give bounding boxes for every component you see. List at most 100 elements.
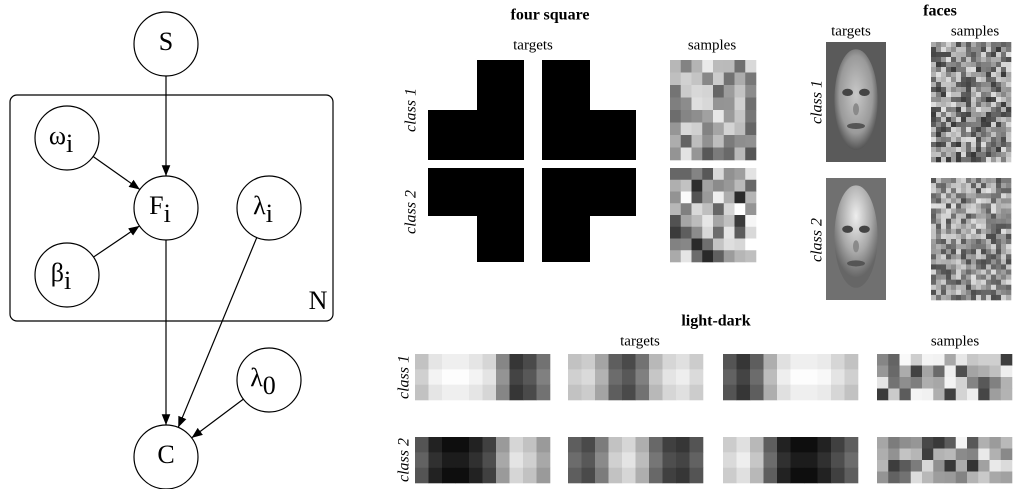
pixel <box>941 259 946 264</box>
pixel <box>941 295 946 300</box>
pixel <box>961 295 966 300</box>
pixel <box>1001 57 1006 62</box>
pixel <box>609 369 623 385</box>
pixel <box>961 244 966 249</box>
pixel <box>456 468 470 484</box>
pixel <box>936 229 941 234</box>
pixel <box>981 259 986 264</box>
pixel <box>1001 239 1006 244</box>
pixel <box>483 437 497 453</box>
pixel <box>967 366 979 378</box>
pixel <box>1001 285 1006 290</box>
panels-light_dark-targets: targets <box>620 333 660 349</box>
pixel <box>818 369 832 385</box>
pixel <box>996 229 1001 234</box>
pixel <box>791 437 805 453</box>
pixel <box>956 107 961 112</box>
pixel <box>956 188 961 193</box>
pixel <box>981 107 986 112</box>
pixel <box>986 275 991 280</box>
pixel <box>971 147 976 152</box>
pixel <box>976 82 981 87</box>
pixel <box>976 203 981 208</box>
pixel <box>986 72 991 77</box>
pixel <box>1006 107 1011 112</box>
pixel <box>981 67 986 72</box>
plate-label: N <box>309 286 328 315</box>
pixel <box>966 183 971 188</box>
pixel <box>510 369 524 385</box>
pixel <box>1001 102 1006 107</box>
pixel <box>990 377 1002 389</box>
pixel <box>724 135 735 148</box>
pixel <box>1001 117 1006 122</box>
pixel <box>956 193 961 198</box>
pixel <box>961 183 966 188</box>
pixel <box>931 132 936 137</box>
pixel <box>976 152 981 157</box>
eye <box>859 226 870 233</box>
face <box>834 185 877 287</box>
pixel <box>981 122 986 127</box>
pixel <box>1006 285 1011 290</box>
node-symbol: β <box>51 258 64 287</box>
pixel <box>931 249 936 254</box>
pixel <box>951 234 956 239</box>
pixel <box>582 468 596 484</box>
pixel <box>976 87 981 92</box>
pixel <box>956 77 961 82</box>
target-image <box>723 437 858 483</box>
pixel <box>791 385 805 401</box>
pixel <box>951 280 956 285</box>
pixel <box>966 87 971 92</box>
pixel <box>649 452 663 468</box>
pixel <box>724 227 735 239</box>
pixel <box>971 112 976 117</box>
pixel <box>1001 193 1006 198</box>
pixel <box>469 437 483 453</box>
panels-light_dark-samples: samples <box>931 333 979 349</box>
pixel <box>745 60 756 73</box>
pixel <box>991 127 996 132</box>
pixel <box>991 52 996 57</box>
pixel <box>946 270 951 275</box>
pixel <box>702 148 713 161</box>
pixel <box>996 239 1001 244</box>
pixel <box>941 224 946 229</box>
pixel <box>996 244 1001 249</box>
pixel <box>956 354 968 366</box>
pixel <box>931 87 936 92</box>
pixel <box>961 52 966 57</box>
pixel <box>978 472 990 484</box>
pixel <box>961 117 966 122</box>
pixel <box>991 285 996 290</box>
pixel <box>996 203 1001 208</box>
pixel <box>951 132 956 137</box>
pixel <box>724 123 735 136</box>
pixel <box>483 385 497 401</box>
pixel <box>936 203 941 208</box>
pixel <box>966 290 971 295</box>
pixel <box>986 47 991 52</box>
pixel <box>976 97 981 102</box>
pixel <box>991 209 996 214</box>
pixel <box>981 280 986 285</box>
pixel <box>442 385 456 401</box>
pixel <box>568 437 582 453</box>
pixel <box>956 178 961 183</box>
pixel <box>582 385 596 401</box>
pixel <box>971 122 976 127</box>
pixel <box>936 183 941 188</box>
pixel <box>415 385 429 401</box>
pixel <box>845 468 859 484</box>
nose <box>853 103 859 115</box>
pixel <box>723 452 737 468</box>
target-image <box>542 60 636 160</box>
pixel <box>1006 152 1011 157</box>
pixel <box>956 52 961 57</box>
pixel <box>1006 117 1011 122</box>
pixel <box>966 244 971 249</box>
pixel <box>976 219 981 224</box>
pixel <box>946 178 951 183</box>
pixel <box>670 135 681 148</box>
